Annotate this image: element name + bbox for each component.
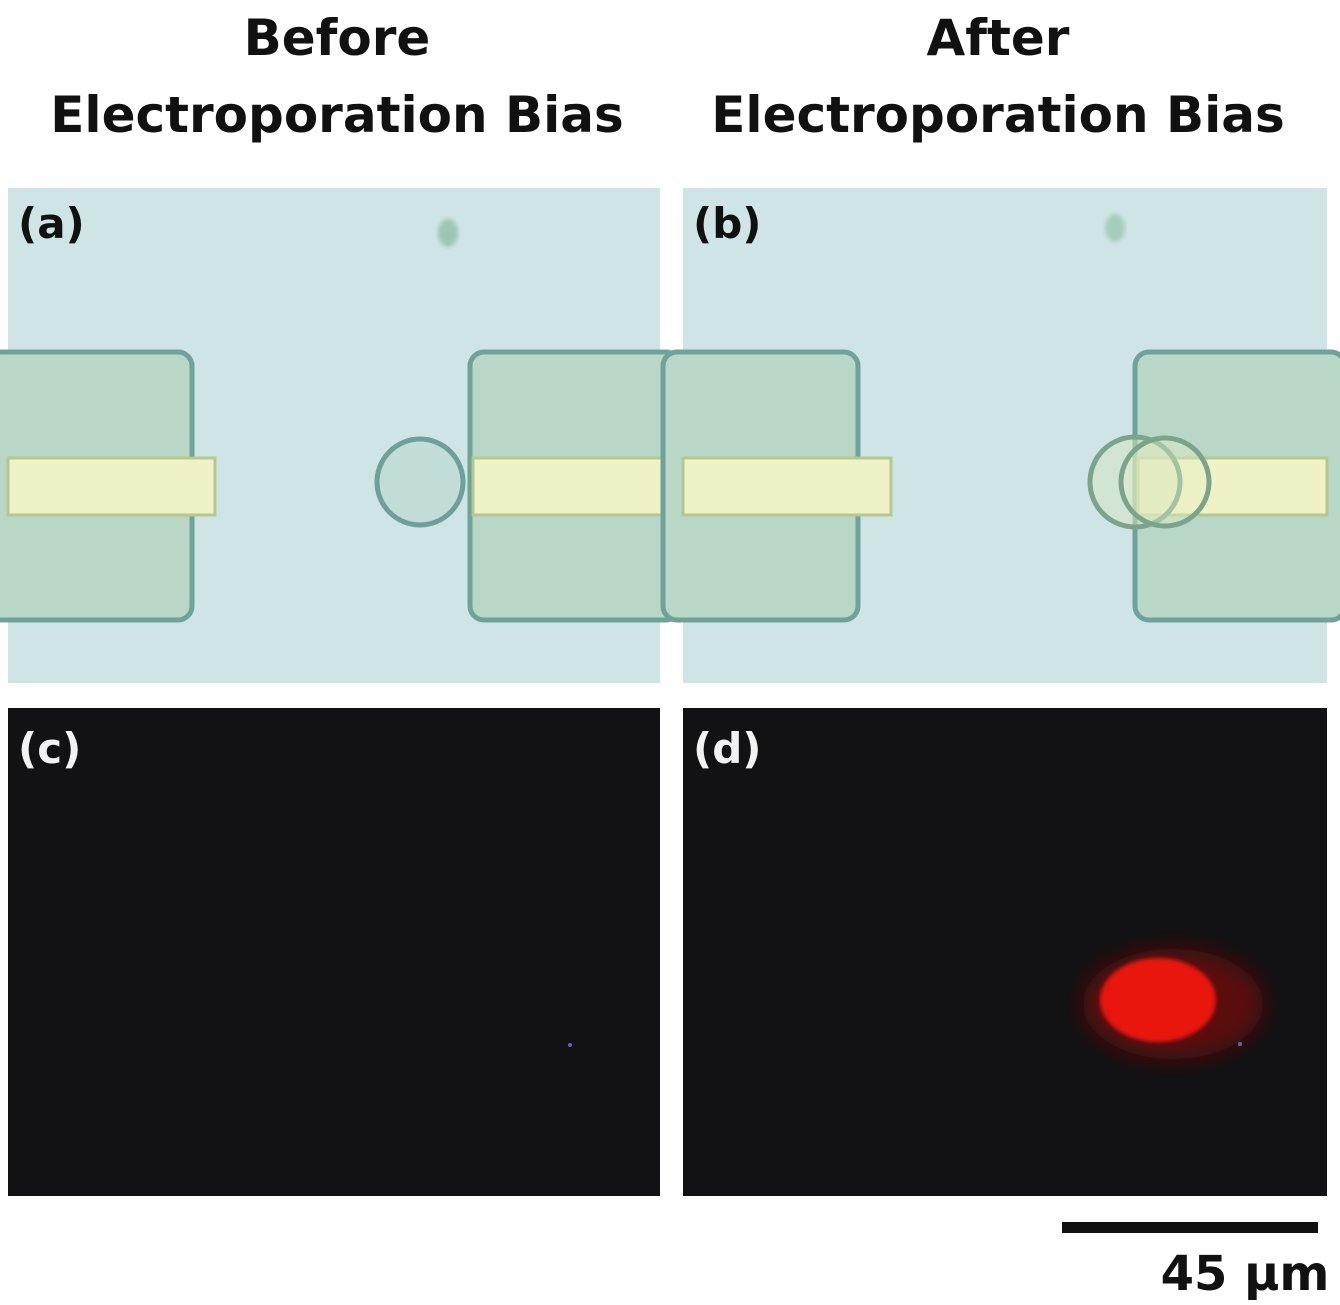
panel-b: (b) [663,188,1340,683]
panel-a: (a) [0,188,680,683]
panel-label: (d) [693,724,761,773]
column-title: Electroporation Bias [711,86,1284,144]
electrode-strip [683,458,891,515]
speck [438,219,458,247]
panel-background [8,708,660,1196]
speck [568,1043,572,1047]
panel-background [683,708,1327,1196]
column-title: Before [244,9,431,67]
panel-d: (d) [683,708,1327,1196]
speck [1238,1042,1242,1046]
electrode-strip [473,458,663,515]
figure: Before Electroporation Bias After Electr… [0,0,1340,1305]
cell [1121,438,1209,526]
scale-bar [1062,1222,1318,1233]
panel-label: (c) [18,724,81,773]
panel-label: (b) [693,199,761,248]
panel-label: (a) [18,199,85,248]
page: Before Electroporation Bias After Electr… [0,0,1340,1305]
panel-c: (c) [8,708,660,1196]
fluorescent-cell [1100,958,1216,1042]
speck [1105,214,1125,242]
cell [377,439,463,525]
electrode-strip [8,458,215,515]
scale-bar-label: 45 µm [1161,1246,1330,1302]
column-title: Electroporation Bias [50,86,623,144]
column-title: After [927,9,1070,67]
